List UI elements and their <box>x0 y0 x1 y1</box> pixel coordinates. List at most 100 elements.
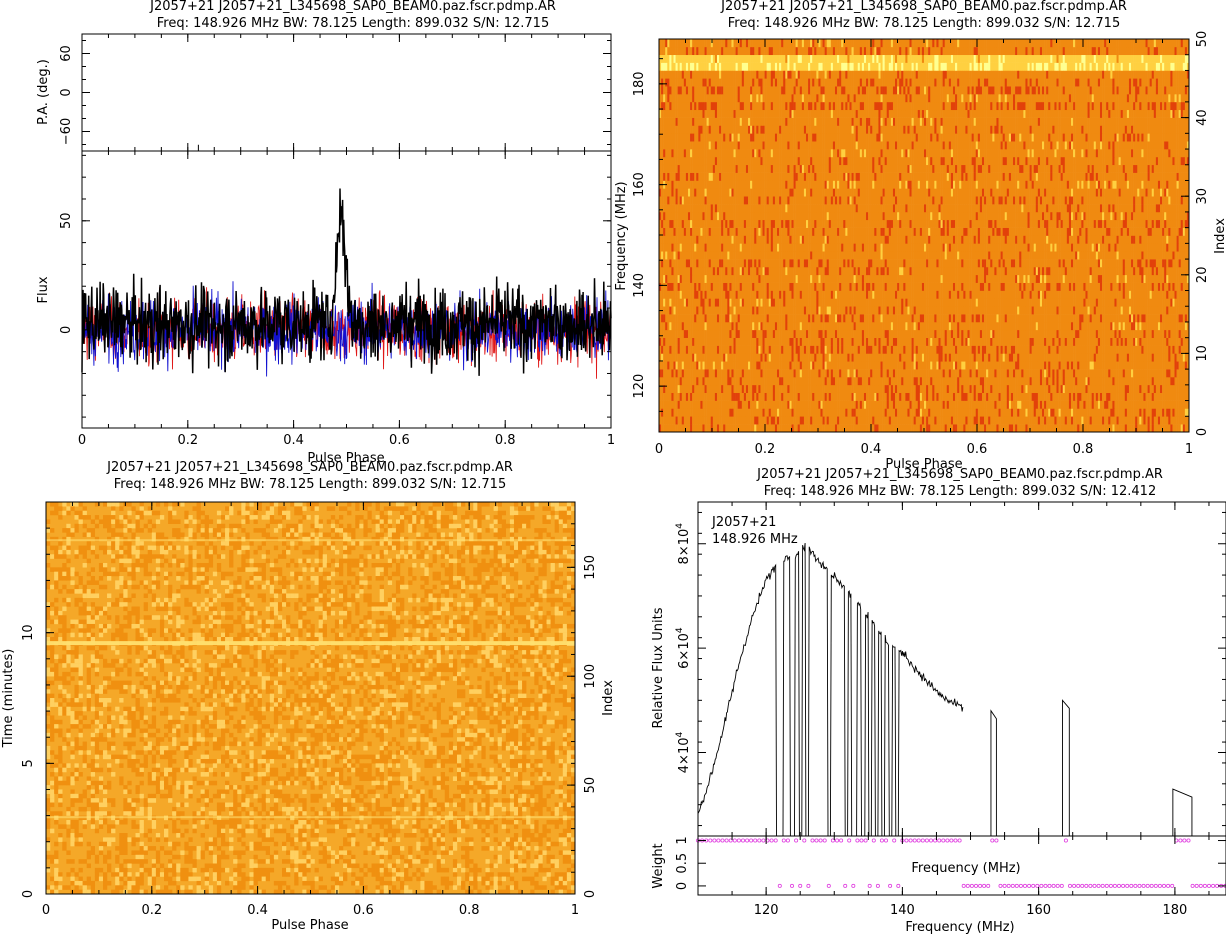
fp-cell <box>1025 321 1028 331</box>
fp-cell <box>853 345 856 354</box>
fp-cell <box>1027 376 1030 386</box>
fp-cell <box>977 353 981 362</box>
fp-cell <box>1149 361 1153 370</box>
fp-cell <box>1135 384 1138 393</box>
fp-cell <box>795 384 799 393</box>
fp-cell <box>665 400 668 409</box>
fp-cell <box>1035 384 1039 393</box>
fp-cell <box>847 282 850 291</box>
fp-cell <box>698 424 701 433</box>
fp-cell <box>1149 376 1153 386</box>
fp-cell <box>851 424 854 433</box>
fp-cell <box>750 298 753 307</box>
fp-cell <box>913 314 917 323</box>
fp-cell <box>797 384 801 393</box>
fp-cell <box>969 345 972 354</box>
fp-cell <box>979 329 983 338</box>
fp-cell <box>685 400 689 409</box>
fp-cell <box>1174 424 1177 433</box>
fp-cell <box>687 290 691 299</box>
fp-cell <box>909 298 912 307</box>
fp-cell <box>719 321 722 331</box>
fp-cell <box>992 369 995 378</box>
fp-cell <box>998 290 1001 299</box>
fp-cell <box>907 353 910 362</box>
fp-cell <box>870 314 873 323</box>
fp-cell <box>1180 314 1184 323</box>
fp-cell <box>1021 400 1024 409</box>
fp-cell <box>975 416 979 425</box>
fp-cell <box>1155 384 1159 393</box>
fp-cell <box>1019 314 1022 323</box>
fp-cell <box>1044 329 1047 338</box>
fp-cell <box>1046 361 1049 370</box>
fp-cell <box>890 376 894 386</box>
fp-cell <box>1008 392 1012 401</box>
fp-cell <box>1089 314 1092 323</box>
fp-cell <box>694 400 697 409</box>
fp-cell <box>795 282 799 291</box>
fp-cell <box>847 384 850 393</box>
fp-cell <box>816 353 819 362</box>
fp-cell <box>1139 353 1142 362</box>
fp-cell <box>1172 337 1175 346</box>
fp-cell <box>917 345 921 354</box>
fp-cell <box>1141 306 1144 315</box>
fp-cell <box>1085 298 1088 307</box>
fp-cell <box>735 353 738 362</box>
fp-cell <box>1017 424 1020 433</box>
fp-cell <box>791 416 794 425</box>
fp-cell <box>1052 298 1055 307</box>
fp-cell <box>683 298 687 307</box>
fp-cell <box>903 424 906 433</box>
fp-cell <box>1021 392 1024 401</box>
fp-cell <box>928 416 931 425</box>
fp-cell <box>1050 424 1053 433</box>
fp-cell <box>952 353 956 362</box>
fp-cell <box>942 306 945 315</box>
fp-cell <box>1023 353 1026 362</box>
fp-cell <box>961 298 964 307</box>
fp-cell <box>994 282 997 291</box>
fp-cell <box>797 290 801 299</box>
fp-cell <box>1064 384 1068 393</box>
fp-cell <box>700 282 703 291</box>
fp-cell <box>1008 369 1012 378</box>
fp-cell <box>663 408 666 417</box>
fp-cell <box>787 408 790 417</box>
fp-cell <box>907 424 910 433</box>
fp-cell <box>1139 424 1142 433</box>
fp-cell <box>793 321 796 331</box>
fp-cell <box>950 361 954 370</box>
fp-cell <box>679 298 683 307</box>
fp-cell <box>1091 337 1095 346</box>
fp-cell <box>1042 282 1045 291</box>
fp-cell <box>1178 306 1182 315</box>
fp-cell <box>820 353 823 362</box>
fp-cell <box>1083 329 1086 338</box>
fp-cell <box>861 361 865 370</box>
fp-cell <box>1135 353 1138 362</box>
fp-cell <box>899 337 902 346</box>
fp-cell <box>1066 314 1070 323</box>
fp-cell <box>938 408 941 417</box>
fp-cell <box>696 424 699 433</box>
fp-cell <box>1015 345 1018 354</box>
fp-cell <box>886 321 890 331</box>
fp-cell <box>789 314 792 323</box>
fp-cell <box>721 424 724 433</box>
fp-cell <box>851 298 854 307</box>
fp-cell <box>874 321 877 331</box>
fp-cell <box>1131 400 1134 409</box>
fp-cell <box>716 361 720 370</box>
fp-cell <box>721 361 724 370</box>
fp-cell <box>710 298 714 307</box>
fp-cell <box>1070 361 1074 370</box>
fp-cell <box>897 400 900 409</box>
fp-cell <box>1155 369 1159 378</box>
fp-cell <box>1035 298 1039 307</box>
fp-cell <box>1058 282 1061 291</box>
fp-cell <box>975 384 979 393</box>
fp-cell <box>1050 369 1053 378</box>
fp-cell <box>1184 384 1188 393</box>
